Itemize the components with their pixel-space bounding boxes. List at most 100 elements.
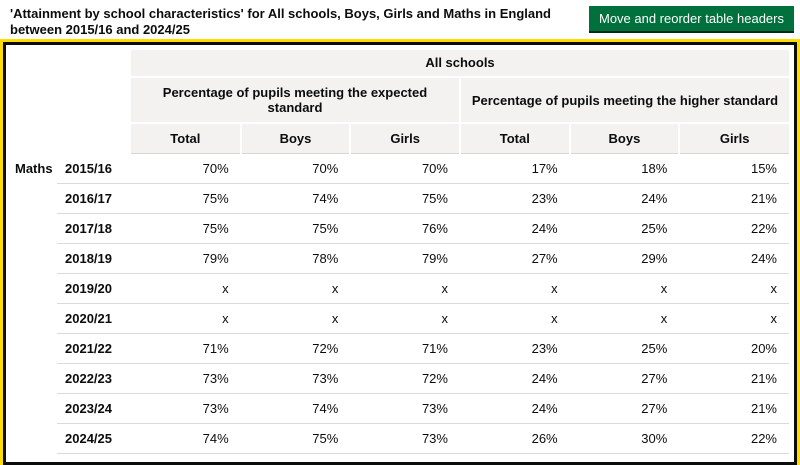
- table-row: 2024/25 74% 75% 73% 26% 30% 22%: [11, 423, 789, 454]
- table-cell: 25%: [569, 213, 680, 244]
- header-blank-cell: [11, 123, 131, 154]
- row-header-year: 2021/22: [57, 333, 131, 364]
- table-cell: 74%: [240, 183, 351, 214]
- column-header-girls-higher: Girls: [678, 123, 789, 154]
- table-cell: x: [240, 273, 351, 304]
- table-cell: x: [350, 303, 460, 334]
- table-cell: 29%: [569, 243, 680, 274]
- table-row: Maths 2015/16 70% 70% 70% 17% 18% 15%: [11, 153, 789, 184]
- table-cell: 24%: [569, 183, 680, 214]
- header-higher-standard: Percentage of pupils meeting the higher …: [458, 77, 789, 124]
- table-cell: 72%: [350, 363, 460, 394]
- row-header-year: 2017/18: [57, 213, 131, 244]
- table-cell: 27%: [459, 243, 570, 274]
- table-cell: x: [679, 273, 789, 304]
- move-reorder-headers-button[interactable]: Move and reorder table headers: [588, 6, 794, 31]
- table-cell: 71%: [350, 333, 460, 364]
- table-cell: 79%: [350, 243, 460, 274]
- table-cell: x: [131, 303, 241, 334]
- header-blank-cell: [11, 77, 131, 123]
- table-cell: 75%: [131, 213, 241, 244]
- table-row: 2022/23 73% 73% 72% 24% 27% 21%: [11, 363, 789, 394]
- table-cell: 25%: [569, 333, 680, 364]
- attainment-table: All schools Percentage of pupils meeting…: [11, 50, 789, 454]
- table-cell: 24%: [459, 363, 570, 394]
- table-row: 2017/18 75% 75% 76% 24% 25% 22%: [11, 213, 789, 244]
- table-cell: 75%: [240, 213, 351, 244]
- table-cell: x: [459, 273, 570, 304]
- table-caption: 'Attainment by school characteristics' f…: [10, 6, 551, 37]
- header-all-schools: All schools: [131, 50, 789, 78]
- table-cell: 21%: [679, 363, 789, 394]
- table-cell: 24%: [459, 393, 570, 424]
- row-header-year: 2018/19: [57, 243, 131, 274]
- table-cell: 18%: [569, 153, 680, 184]
- table-row: 2023/24 73% 74% 73% 24% 27% 21%: [11, 393, 789, 424]
- table-cell: x: [569, 303, 680, 334]
- table-cell: 17%: [459, 153, 570, 184]
- header-row-gender: Total Boys Girls Total Boys Girls: [11, 123, 789, 154]
- column-header-boys-expected: Boys: [239, 123, 351, 154]
- table-cell: 24%: [459, 213, 570, 244]
- table-cell: 74%: [131, 423, 241, 454]
- row-header-year: 2020/21: [57, 303, 131, 334]
- header-row-standard: Percentage of pupils meeting the expecte…: [11, 77, 789, 124]
- header-expected-standard: Percentage of pupils meeting the expecte…: [131, 77, 460, 124]
- table-cell: 21%: [679, 393, 789, 424]
- table-cell: 73%: [131, 363, 241, 394]
- column-header-total-expected: Total: [131, 123, 241, 154]
- table-cell: 70%: [350, 153, 460, 184]
- column-header-girls-expected: Girls: [349, 123, 460, 154]
- table-toolbar: 'Attainment by school characteristics' f…: [0, 0, 800, 38]
- table-cell: 15%: [679, 153, 789, 184]
- table-cell: 22%: [679, 213, 789, 244]
- table-cell: 73%: [131, 393, 241, 424]
- table-cell: 74%: [240, 393, 351, 424]
- table-cell: x: [240, 303, 351, 334]
- table-cell: 70%: [240, 153, 351, 184]
- column-header-boys-higher: Boys: [568, 123, 680, 154]
- table-cell: x: [459, 303, 570, 334]
- table-row: 2019/20 x x x x x x: [11, 273, 789, 304]
- table-cell: 22%: [679, 423, 789, 454]
- table-cell: 24%: [679, 243, 789, 274]
- table-cell: x: [131, 273, 241, 304]
- table-cell: 73%: [240, 363, 351, 394]
- table-cell: 75%: [350, 183, 460, 214]
- table-row: 2016/17 75% 74% 75% 23% 24% 21%: [11, 183, 789, 214]
- table-cell: 71%: [131, 333, 241, 364]
- table-cell: 27%: [569, 393, 680, 424]
- table-cell: 23%: [459, 333, 570, 364]
- table-cell: 26%: [459, 423, 570, 454]
- row-header-year: 2022/23: [57, 363, 131, 394]
- table-cell: 75%: [240, 423, 351, 454]
- results-table-container[interactable]: All schools Percentage of pupils meeting…: [0, 39, 800, 465]
- table-row: 2018/19 79% 78% 79% 27% 29% 24%: [11, 243, 789, 274]
- table-cell: x: [350, 273, 460, 304]
- table-cell: 27%: [569, 363, 680, 394]
- table-row: 2021/22 71% 72% 71% 23% 25% 20%: [11, 333, 789, 364]
- table-cell: 73%: [350, 393, 460, 424]
- row-group-maths: Maths: [15, 160, 53, 176]
- table-row: 2020/21 x x x x x x: [11, 303, 789, 334]
- table-cell: x: [569, 273, 680, 304]
- header-row-school-type: All schools: [11, 50, 789, 78]
- table-cell: 73%: [350, 423, 460, 454]
- table-cell: 72%: [240, 333, 351, 364]
- row-header-year: 2023/24: [57, 393, 131, 424]
- table-cell: 30%: [569, 423, 680, 454]
- row-header-year: 2024/25: [57, 423, 131, 454]
- table-cell: 76%: [350, 213, 460, 244]
- row-header-year: 2016/17: [57, 183, 131, 214]
- table-cell: 21%: [679, 183, 789, 214]
- row-header-year: 2019/20: [57, 273, 131, 304]
- table-cell: 79%: [131, 243, 241, 274]
- header-blank-cell: [11, 50, 131, 77]
- table-cell: 78%: [240, 243, 351, 274]
- table-cell: 20%: [679, 333, 789, 364]
- table-cell: x: [679, 303, 789, 334]
- table-cell: 70%: [131, 153, 241, 184]
- row-header-year: 2015/16: [57, 153, 131, 184]
- table-cell: 23%: [459, 183, 570, 214]
- column-header-total-higher: Total: [458, 123, 570, 154]
